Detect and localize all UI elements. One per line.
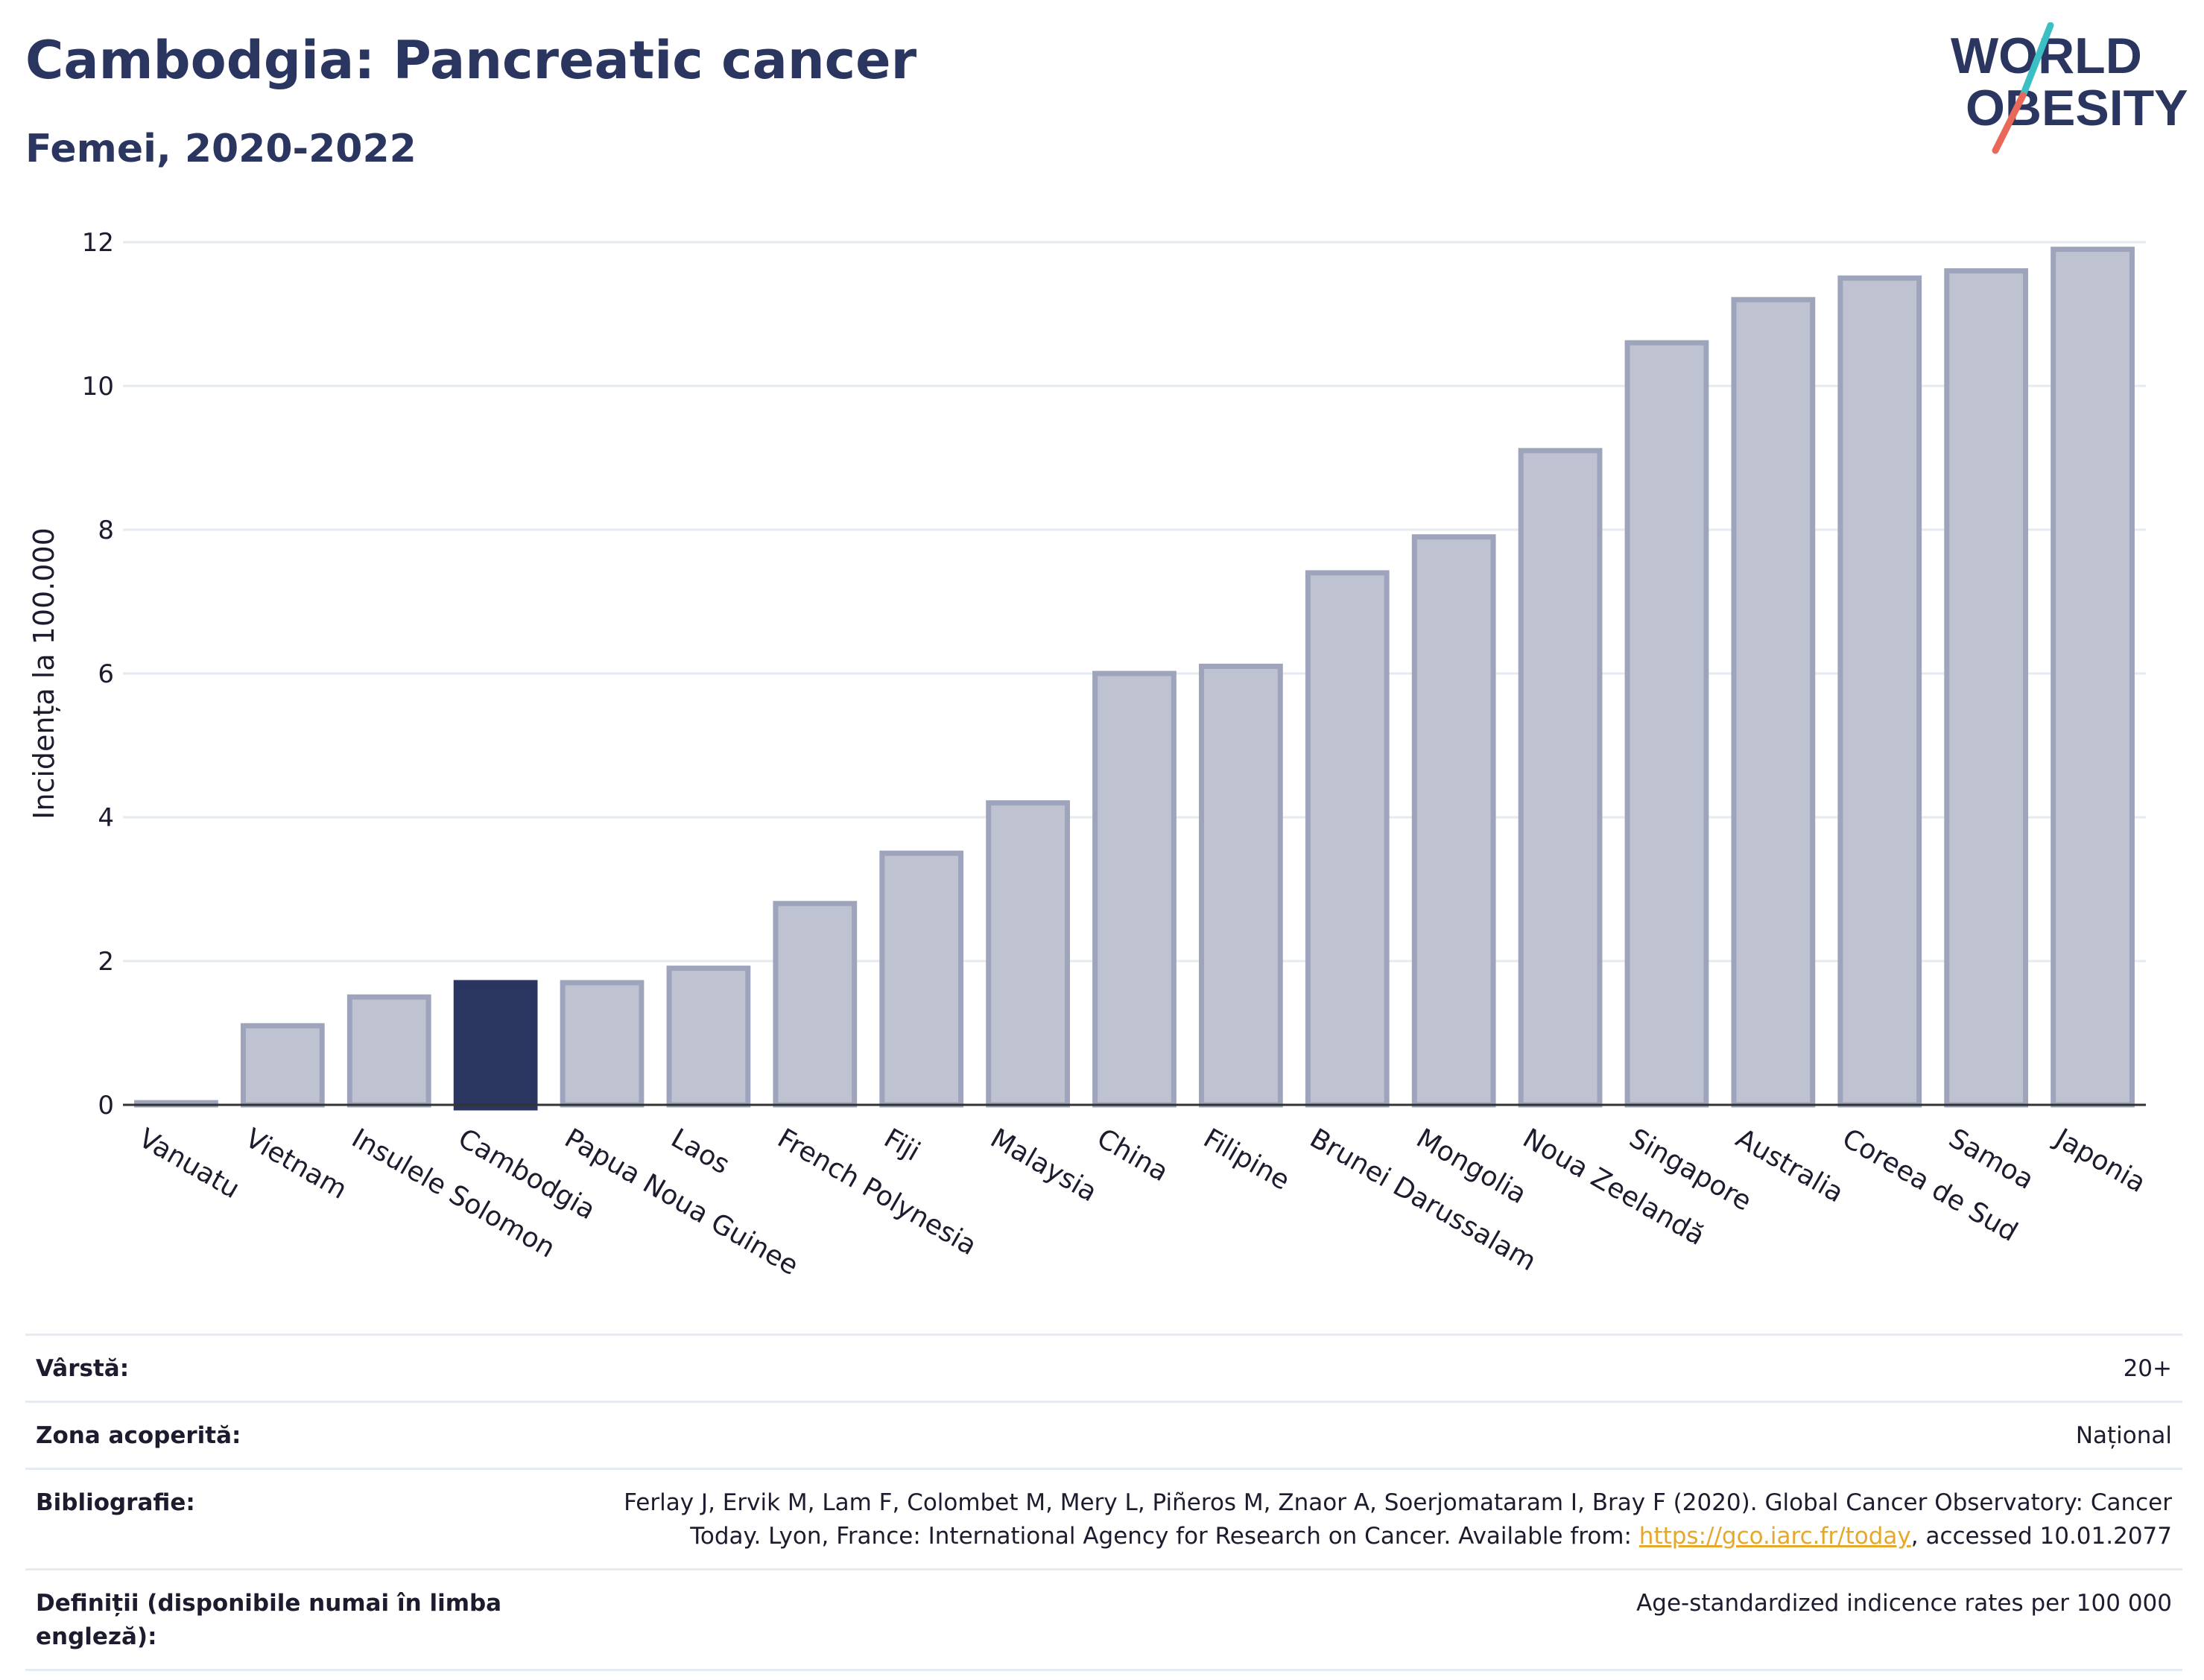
- bibliography-line-2-pre: Today. Lyon, France: International Agenc…: [690, 1522, 1639, 1550]
- bar: [346, 994, 431, 1108]
- meta-key-coverage: Zona acoperită:: [36, 1421, 241, 1449]
- x-tick-label: Filipine: [1198, 1123, 1295, 1196]
- source-link[interactable]: https://gco.iarc.fr/today: [1638, 1522, 1911, 1550]
- logo-line-2: OBESITY: [1966, 80, 2188, 136]
- meta-value-definitions: Age-standardized indicence rates per 100…: [1636, 1589, 2172, 1617]
- x-tick-label: Malaysia: [985, 1123, 1102, 1208]
- x-tick-label: Laos: [666, 1123, 735, 1180]
- meta-key-bibliography: Bibliografie:: [36, 1489, 195, 1516]
- bar: [453, 980, 538, 1111]
- meta-key-definitions: Definiții (disponibile numai în limba en…: [36, 1589, 502, 1650]
- bar: [560, 980, 645, 1108]
- bar: [1731, 297, 1816, 1108]
- meta-key-age: Vârstă:: [36, 1355, 130, 1382]
- y-axis-title: Incidența la 100.000: [28, 527, 60, 820]
- meta-row-coverage: Zona acoperită: Național: [25, 1400, 2182, 1468]
- x-tick-label: Noua Zeelandă: [1518, 1123, 1710, 1252]
- metadata-table: Vârstă: 20+ Zona acoperită: Național Bib…: [25, 1334, 2182, 1671]
- logo-slash-top: [2019, 22, 2054, 99]
- bar: [666, 966, 751, 1108]
- meta-value-coverage: Național: [2075, 1421, 2172, 1449]
- y-tick-label: 6: [98, 659, 114, 689]
- meta-row-age: Vârstă: 20+: [25, 1334, 2182, 1401]
- y-tick-label: 2: [98, 947, 114, 977]
- chart-title: Cambodgia: Pancreatic cancer: [25, 30, 917, 91]
- bar: [1411, 534, 1496, 1108]
- bar: [240, 1023, 325, 1108]
- y-tick-label: 8: [98, 516, 114, 545]
- bibliography-line-2-post: , accessed 10.01.2077: [1910, 1522, 2172, 1550]
- x-tick-label: French Polynesia: [773, 1123, 982, 1261]
- y-axis-ticks: 0 2 4 6 8 10 12: [82, 228, 114, 1120]
- x-tick-label: Fiji: [878, 1123, 925, 1167]
- bar: [1199, 663, 1283, 1108]
- y-tick-label: 12: [82, 228, 114, 258]
- bar: [1092, 671, 1177, 1108]
- bar: [986, 800, 1070, 1108]
- x-tick-label: Vietnam: [240, 1123, 352, 1205]
- bar: [1837, 275, 1922, 1108]
- bars: [134, 247, 2135, 1111]
- x-tick-label: China: [1092, 1123, 1174, 1188]
- x-tick-label: Coreea de Sud: [1837, 1123, 2022, 1247]
- bar: [773, 901, 858, 1108]
- bar: [879, 850, 964, 1108]
- chart-subtitle: Femei, 2020-2022: [25, 127, 417, 171]
- y-tick-label: 4: [98, 803, 114, 833]
- meta-row-definitions: Definiții (disponibile numai în limba en…: [25, 1568, 2182, 1671]
- bar: [1305, 570, 1390, 1108]
- bar: [1624, 340, 1709, 1108]
- x-tick-label: Vanuatu: [133, 1123, 244, 1205]
- bar: [1944, 268, 2029, 1108]
- bar: [2051, 247, 2135, 1108]
- bar: [1518, 448, 1603, 1108]
- y-tick-label: 0: [98, 1091, 114, 1120]
- world-obesity-logo: WORLD OBESITY: [1951, 22, 2188, 154]
- meta-value-age: 20+: [2123, 1355, 2172, 1382]
- meta-value-bibliography: Ferlay J, Ervik M, Lam F, Colombet M, Me…: [513, 1486, 2172, 1553]
- meta-row-bibliography: Bibliografie: Ferlay J, Ervik M, Lam F, …: [25, 1467, 2182, 1568]
- bibliography-line-1: Ferlay J, Ervik M, Lam F, Colombet M, Me…: [624, 1489, 2172, 1516]
- x-tick-label: Insulele Solomon: [346, 1123, 560, 1264]
- y-tick-label: 10: [82, 372, 114, 402]
- x-tick-label: Japonia: [2049, 1122, 2151, 1199]
- logo-slash-bottom: [1992, 92, 2027, 154]
